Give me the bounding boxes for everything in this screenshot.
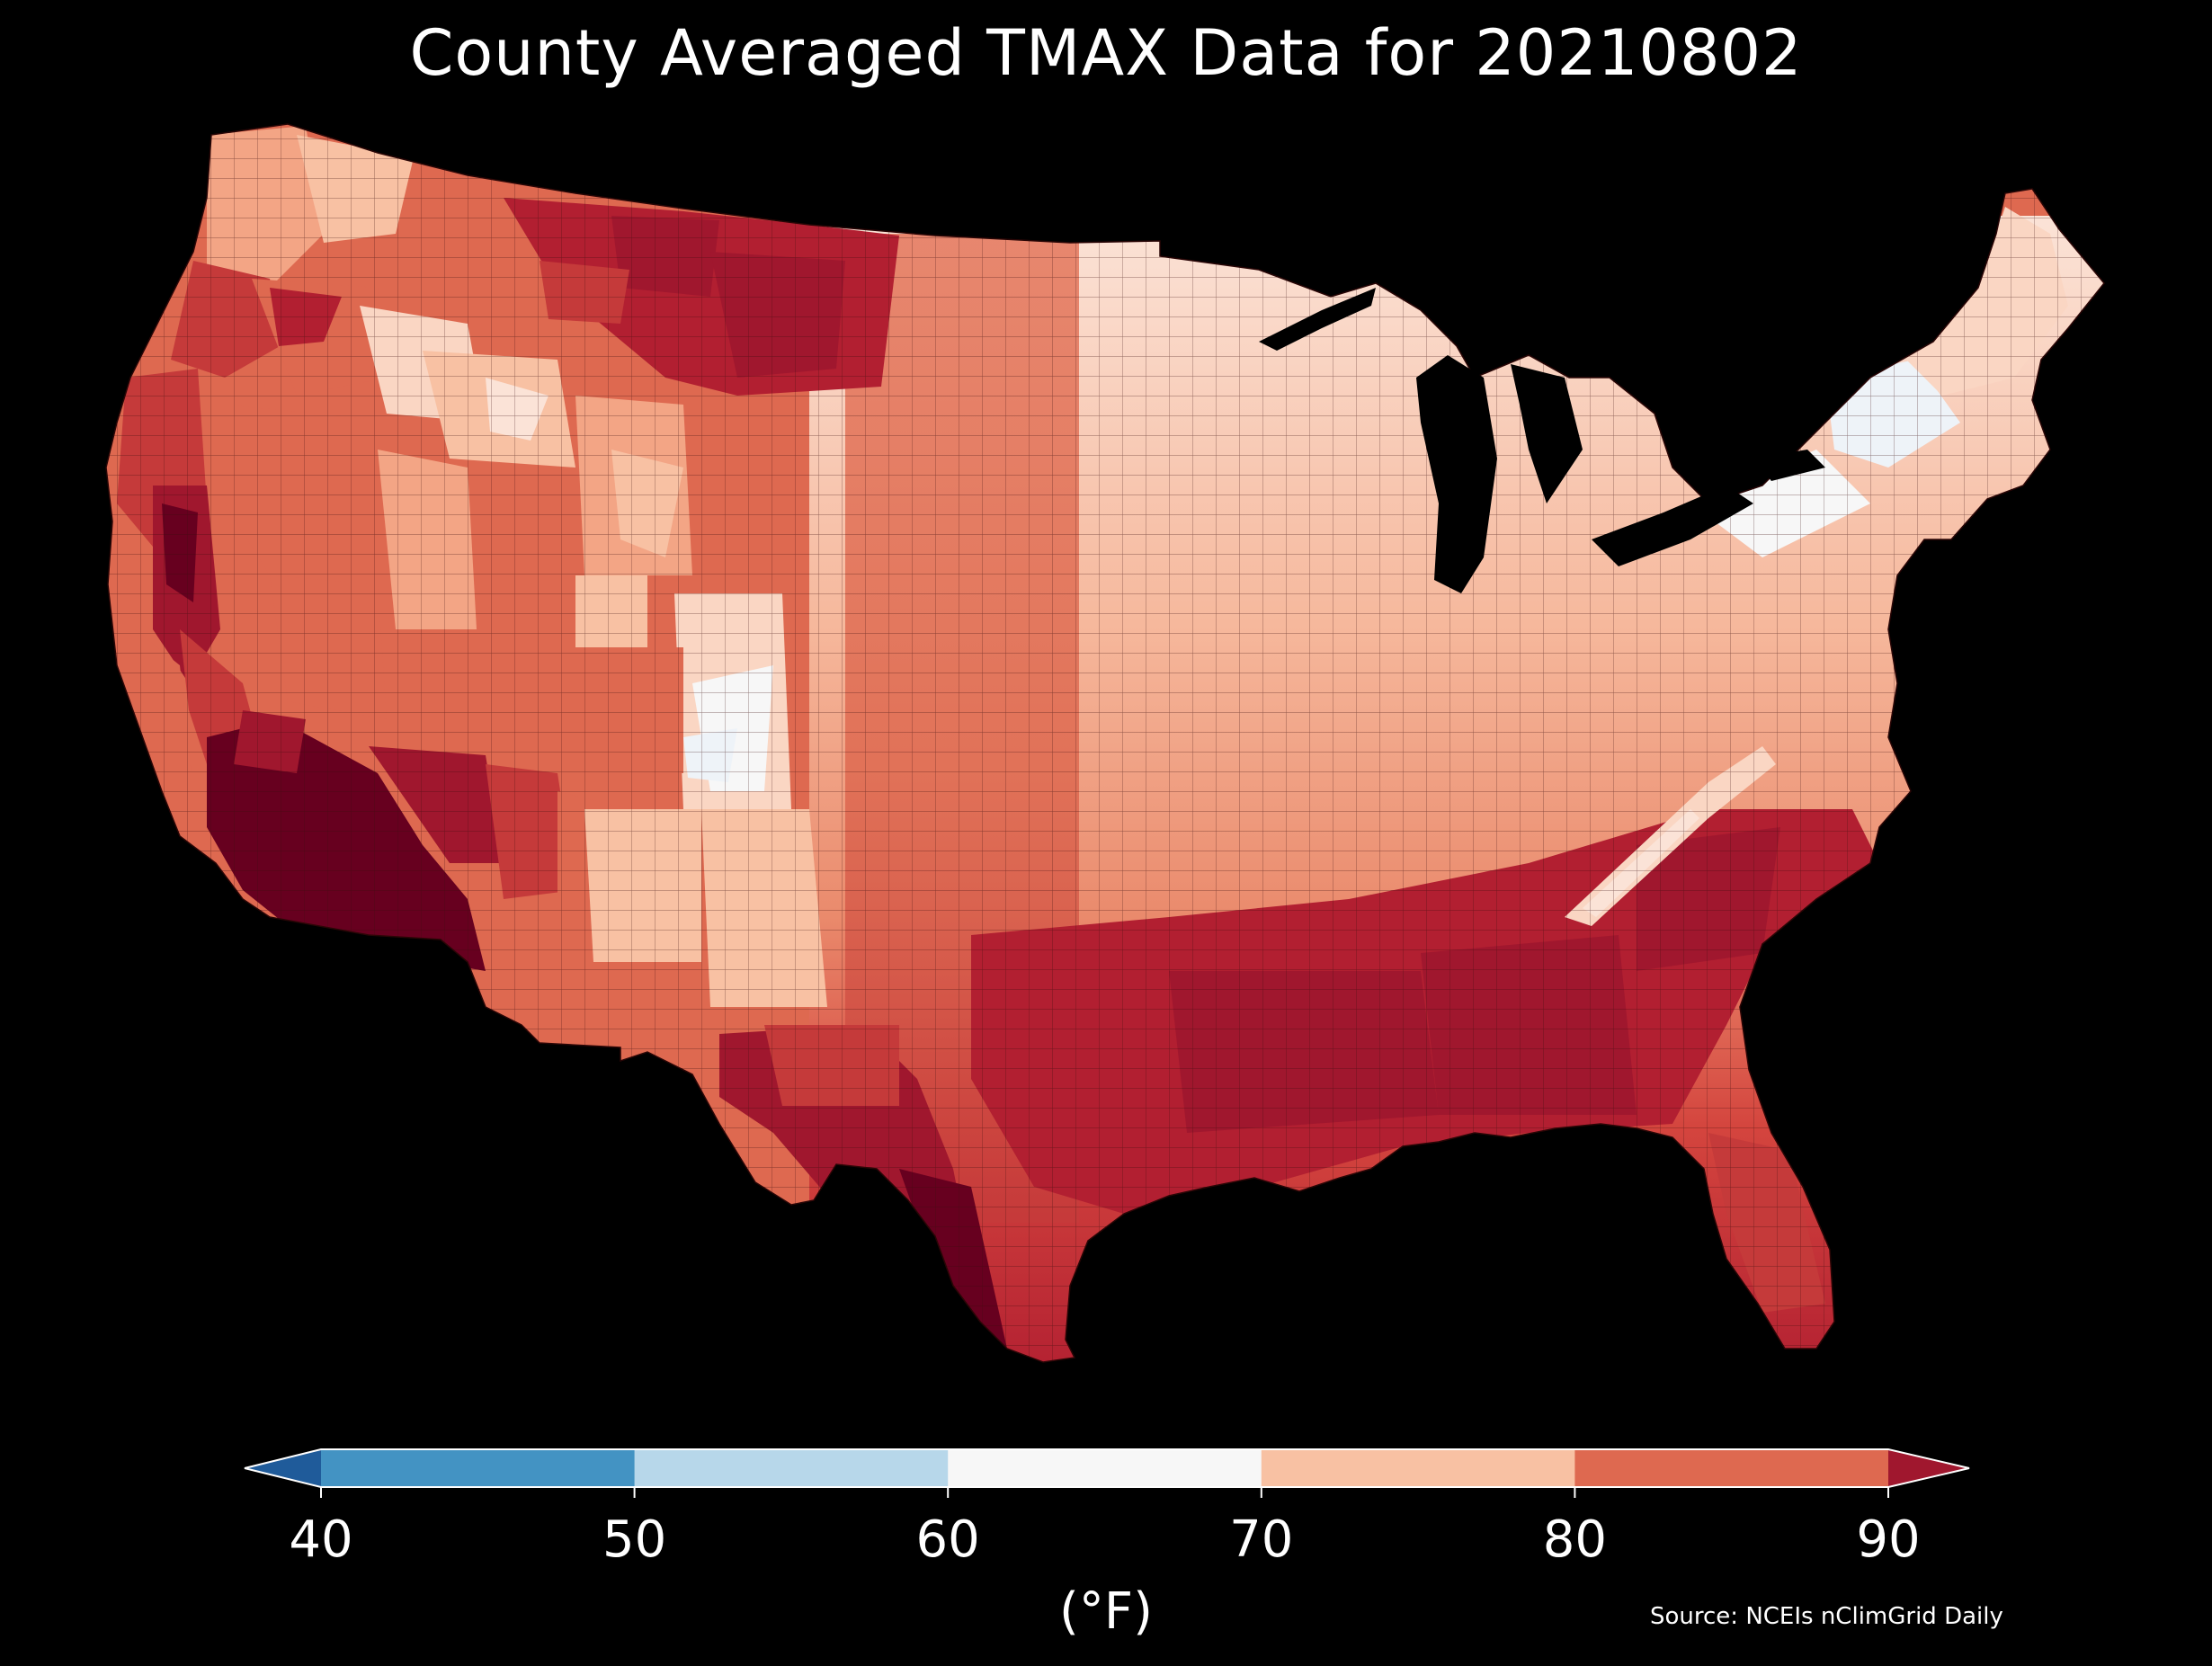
colorbar-extend-high: [1888, 1449, 1969, 1487]
colorbar-tick-label: 80: [1542, 1510, 1608, 1569]
colorbar-tick-label: 40: [289, 1510, 353, 1569]
colorbar-bin: [1574, 1449, 1889, 1487]
great-lakes: [1259, 288, 1825, 593]
colorbar-label: (°F): [1059, 1582, 1153, 1641]
colorbar-bin: [948, 1449, 1262, 1487]
colorbar-bin: [634, 1449, 949, 1487]
colorbar-extend-low: [245, 1449, 321, 1487]
colorbar-bin: [321, 1449, 636, 1487]
source-note: Source: NCEIs nClimGrid Daily: [1650, 1603, 2003, 1630]
colorbar-tick-label: 70: [1229, 1510, 1294, 1569]
colorbar-tick-label: 50: [602, 1510, 667, 1569]
colorbar-tick-label: 60: [915, 1510, 980, 1569]
page-title: County Averaged TMAX Data for 20210802: [409, 16, 1803, 90]
colorbar-tick-label: 90: [1856, 1510, 1921, 1569]
colorbar-bin: [1261, 1449, 1575, 1487]
